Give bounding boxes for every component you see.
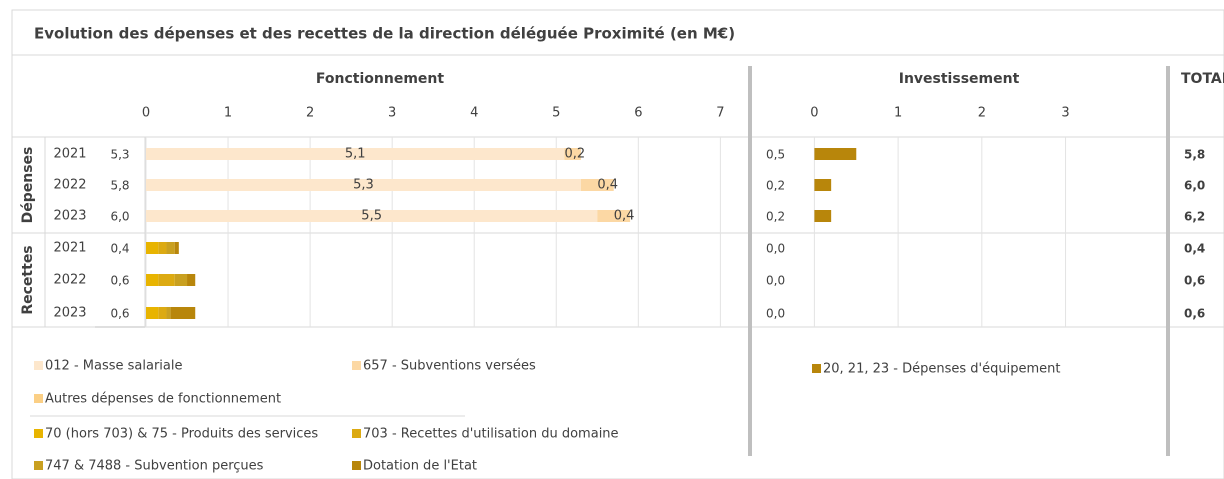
bar-segment — [174, 274, 188, 286]
total-label: 6,2 — [1184, 210, 1205, 224]
data-label: 0,5 — [766, 148, 785, 162]
row-total-label: 5,3 — [110, 148, 129, 162]
bar-segment — [158, 274, 175, 286]
bar-segment — [146, 148, 565, 160]
year-label: 2021 — [53, 147, 86, 162]
bar-segment — [187, 274, 196, 286]
x-tick-label: 3 — [388, 106, 396, 121]
bar-segment — [597, 210, 631, 222]
row-total-label: 0,4 — [110, 242, 129, 256]
legend-swatch — [352, 429, 361, 438]
panel-title: Investissement — [899, 71, 1020, 87]
legend-label: 657 - Subventions versées — [363, 359, 536, 374]
year-label: 2022 — [53, 178, 86, 193]
data-label: 5,1 — [345, 147, 366, 162]
legend-label: 012 - Masse salariale — [45, 359, 182, 374]
data-label: 0,4 — [597, 178, 618, 193]
chart-title: Evolution des dépenses et des recettes d… — [34, 25, 735, 43]
x-tick-label: 6 — [634, 106, 642, 121]
x-tick-label: 4 — [470, 106, 478, 121]
legend-label: Autres dépenses de fonctionnement — [45, 392, 281, 407]
chart-frame — [11, 9, 1224, 479]
bar-segment — [146, 179, 581, 191]
data-label: 0,2 — [766, 179, 785, 193]
bar-segment — [146, 274, 159, 286]
total-header: TOTAL — [1181, 71, 1224, 87]
bar-segment — [174, 242, 179, 254]
year-label: 2023 — [53, 306, 86, 321]
bar-segment — [146, 210, 598, 222]
legend-label: Dotation de l'Etat — [363, 459, 477, 474]
data-label: 0,0 — [766, 242, 785, 256]
data-label: 0,2 — [565, 147, 586, 162]
x-tick-label: 0 — [142, 106, 150, 121]
bar-segment — [814, 148, 857, 160]
bar-segment — [146, 242, 159, 254]
group-label: Recettes — [20, 245, 36, 314]
panel-separator — [1166, 66, 1170, 456]
panel-separator — [748, 66, 752, 456]
legend-swatch — [352, 461, 361, 470]
legend-label: 20, 21, 23 - Dépenses d'équipement — [823, 362, 1060, 377]
legend-swatch — [812, 364, 821, 373]
row-total-label: 0,6 — [110, 274, 129, 288]
year-label: 2023 — [53, 209, 86, 224]
bar-segment — [166, 242, 175, 254]
x-tick-label: 1 — [224, 106, 232, 121]
data-label: 0,0 — [766, 307, 785, 321]
row-total-label: 0,6 — [110, 307, 129, 321]
bar-segment — [564, 148, 581, 160]
legend-label: 70 (hors 703) & 75 - Produits des servic… — [45, 427, 318, 442]
x-tick-label: 1 — [894, 106, 902, 121]
bar-segment — [158, 307, 167, 319]
bar-segment — [580, 179, 614, 191]
total-label: 0,6 — [1184, 274, 1205, 288]
bar-segment — [158, 242, 167, 254]
x-tick-label: 0 — [810, 106, 818, 121]
total-label: 0,4 — [1184, 242, 1205, 256]
legend-label: 703 - Recettes d'utilisation du domaine — [363, 427, 619, 442]
x-tick-label: 2 — [978, 106, 986, 121]
legend-swatch — [352, 361, 361, 370]
x-tick-label: 2 — [306, 106, 314, 121]
row-total-label: 5,8 — [110, 179, 129, 193]
x-tick-label: 3 — [1061, 106, 1069, 121]
row-total-label: 6,0 — [110, 210, 129, 224]
total-label: 5,8 — [1184, 148, 1205, 162]
panel-title: Fonctionnement — [316, 71, 444, 87]
x-tick-label: 7 — [716, 106, 724, 121]
legend-swatch — [34, 461, 43, 470]
legend-swatch — [34, 394, 43, 403]
x-tick-label: 5 — [552, 106, 560, 121]
data-label: 5,3 — [353, 178, 374, 193]
data-label: 0,0 — [766, 274, 785, 288]
data-label: 0,2 — [766, 210, 785, 224]
bar-segment — [170, 307, 196, 319]
legend-swatch — [34, 361, 43, 370]
legend-label: 747 & 7488 - Subvention perçues — [45, 459, 264, 474]
year-label: 2022 — [53, 273, 86, 288]
year-label: 2021 — [53, 241, 86, 256]
legend-swatch — [34, 429, 43, 438]
data-label: 0,4 — [614, 209, 635, 224]
data-label: 5,5 — [361, 209, 382, 224]
bar-segment — [814, 179, 832, 191]
bar-segment — [166, 307, 171, 319]
total-label: 6,0 — [1184, 179, 1205, 193]
total-label: 0,6 — [1184, 307, 1205, 321]
bar-segment — [814, 210, 832, 222]
group-label: Dépenses — [20, 147, 36, 224]
bar-segment — [146, 307, 159, 319]
